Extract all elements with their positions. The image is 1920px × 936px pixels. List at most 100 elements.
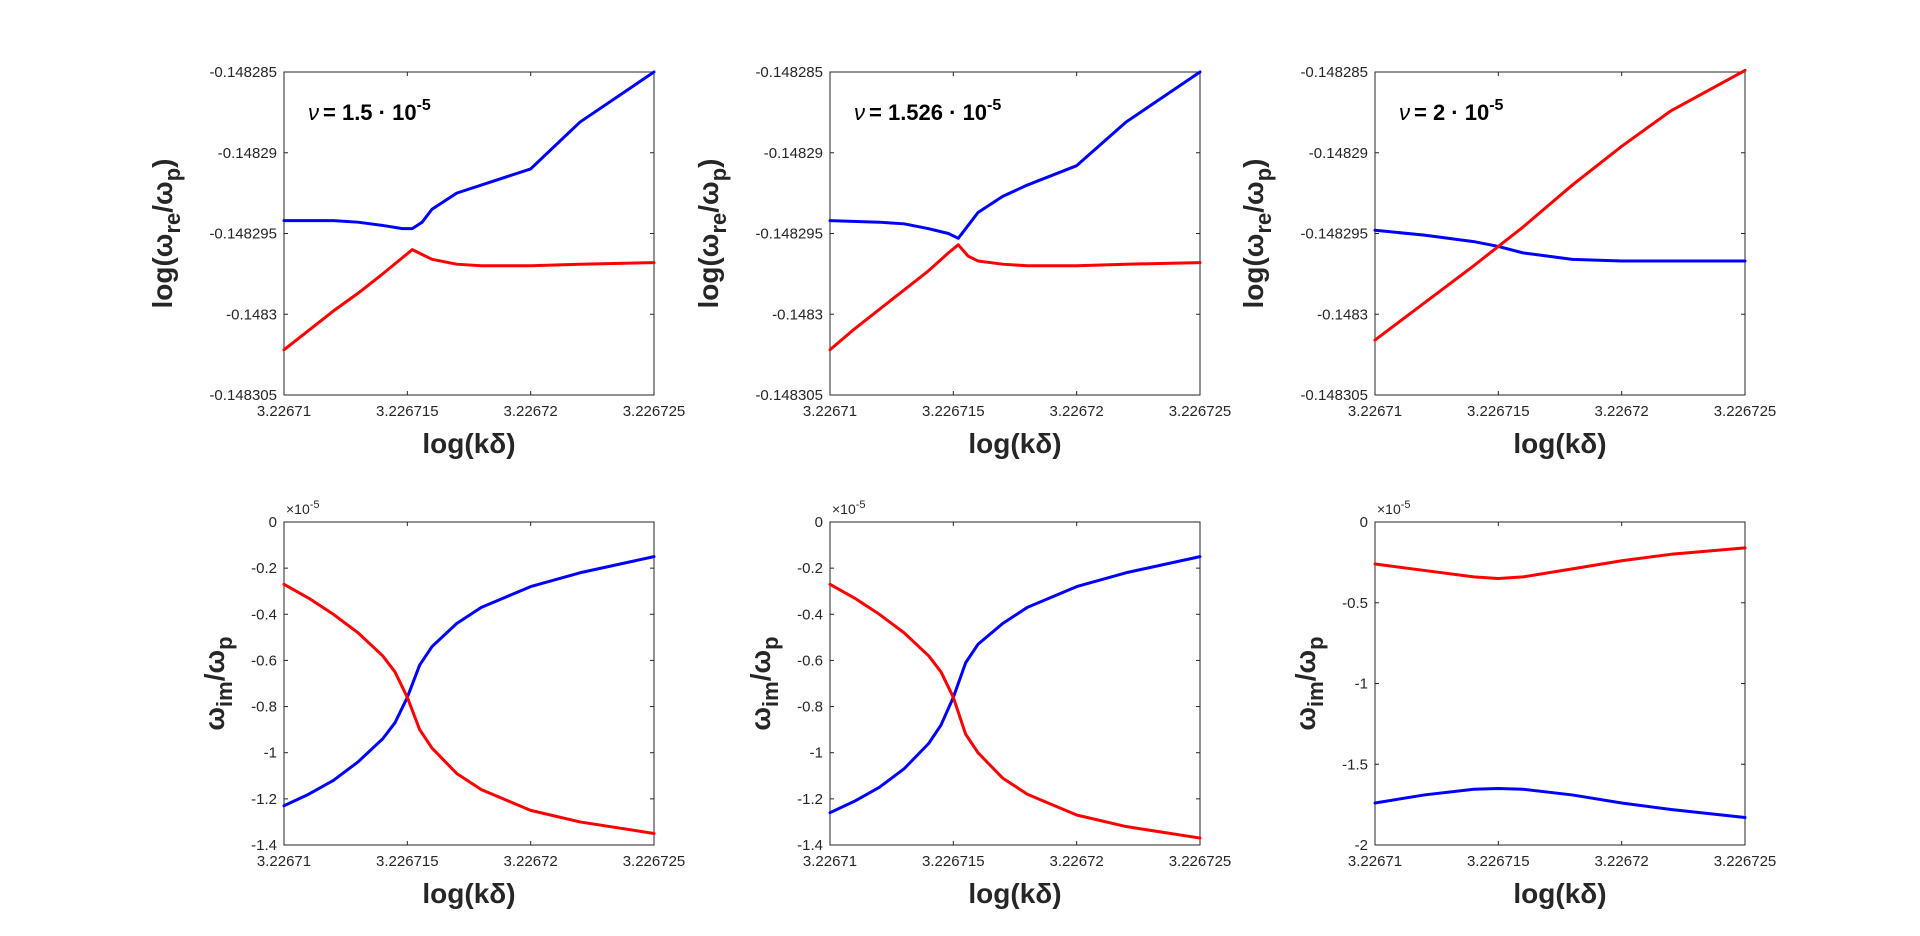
y-tick-label: -0.8 — [797, 699, 823, 716]
x-axis-label: log(kδ) — [422, 428, 515, 459]
plot-area — [283, 71, 655, 396]
plot-area — [829, 521, 1201, 846]
axis-exponent-label: ×10-5 — [1377, 499, 1411, 517]
series-line-blue — [828, 70, 1202, 240]
y-tick-label: -0.148305 — [1300, 387, 1368, 404]
nu-annotation: ν = 1.5 · 10-5 — [308, 97, 431, 125]
series-line-red — [1373, 546, 1747, 581]
series-line-blue — [1373, 228, 1747, 263]
y-tick-label: 0 — [1360, 514, 1368, 531]
plot-area — [283, 521, 655, 846]
chart-panel-bottom-middle: 3.22671 3.226715 3.22672 3.226725 -1.4 -1.2 -1… — [745, 499, 1231, 909]
x-tick-label: 3.22671 — [803, 403, 857, 420]
y-tick-label: -1.2 — [797, 791, 823, 808]
x-axis-label: log(kδ) — [968, 428, 1061, 459]
series-line-red — [828, 243, 1202, 352]
nu-annotation: ν = 2 · 10-5 — [1399, 97, 1504, 125]
y-axis-label: ωim/ωp — [199, 636, 237, 730]
x-tick-label: 3.226725 — [1714, 403, 1777, 420]
y-tick-label: -0.1483 — [772, 306, 823, 323]
x-tick-label: 3.226715 — [376, 853, 439, 870]
axis-exponent-label: ×10-5 — [832, 499, 866, 517]
y-tick-label: -0.2 — [251, 560, 277, 577]
x-tick-label: 3.22671 — [257, 403, 311, 420]
y-tick-label: -1.5 — [1342, 756, 1368, 773]
y-tick-label: -0.148295 — [755, 226, 823, 243]
series-line-blue — [828, 555, 1202, 815]
x-tick-label: 3.226715 — [922, 853, 985, 870]
y-tick-label: -0.1483 — [226, 306, 277, 323]
plot-area — [1374, 71, 1746, 396]
chart-panel-top-left: 3.22671 3.226715 3.22672 3.226725 -0.148305 -… — [147, 64, 685, 459]
x-tick-label: 3.22671 — [803, 853, 857, 870]
y-tick-label: -0.8 — [251, 699, 277, 716]
x-tick-label: 3.226715 — [376, 403, 439, 420]
y-axis-label: ωim/ωp — [1290, 636, 1328, 730]
x-tick-label: 3.226725 — [1169, 853, 1232, 870]
chart-panel-top-right: 3.22671 3.226715 3.22672 3.226725 -0.148305 -… — [1238, 64, 1776, 459]
x-tick-label: 3.226715 — [1467, 403, 1530, 420]
x-tick-label: 3.226715 — [1467, 853, 1530, 870]
x-tick-label: 3.22672 — [1050, 403, 1104, 420]
y-tick-label: -0.14829 — [764, 145, 823, 162]
x-tick-label: 3.22671 — [1348, 403, 1402, 420]
x-axis-label: log(kδ) — [1513, 878, 1606, 909]
axis-exponent-label: ×10-5 — [286, 499, 320, 517]
x-tick-label: 3.226725 — [1169, 403, 1232, 420]
x-tick-label: 3.22672 — [504, 403, 558, 420]
series-line-red — [282, 248, 656, 352]
nu-annotation: ν = 1.526 · 10-5 — [854, 97, 1001, 125]
chart-panel-bottom-right: 3.22671 3.226715 3.22672 3.226725 -2 -1.5 -1 -0… — [1290, 499, 1776, 909]
series-line-blue — [282, 555, 656, 808]
y-axis-label: log(ωre/ωp) — [1238, 159, 1276, 309]
x-tick-label: 3.22671 — [257, 853, 311, 870]
plot-area — [829, 71, 1201, 396]
x-tick-label: 3.226725 — [1714, 853, 1777, 870]
x-axis-label: log(kδ) — [422, 878, 515, 909]
y-tick-label: -0.6 — [797, 652, 823, 669]
y-tick-label: -0.4 — [251, 606, 277, 623]
y-tick-label: -1.4 — [251, 837, 277, 854]
x-tick-label: 3.226725 — [623, 403, 686, 420]
x-axis-label: log(kδ) — [1513, 428, 1606, 459]
x-tick-label: 3.22672 — [504, 853, 558, 870]
y-tick-label: -1 — [264, 745, 277, 762]
y-tick-label: -0.148295 — [1300, 226, 1368, 243]
y-tick-label: -0.14829 — [1309, 145, 1368, 162]
series-line-blue — [1373, 786, 1747, 820]
chart-panel-bottom-left: 3.22671 3.226715 3.22672 3.226725 -1.4 -1.2 -1… — [199, 499, 685, 909]
y-tick-label: -0.2 — [797, 560, 823, 577]
y-tick-label: -0.5 — [1342, 595, 1368, 612]
chart-panel-top-middle: 3.22671 3.226715 3.22672 3.226725 -0.148305 -… — [693, 64, 1231, 459]
x-tick-label: 3.22671 — [1348, 853, 1402, 870]
y-tick-label: -1.2 — [251, 791, 277, 808]
y-tick-label: -0.14829 — [218, 145, 277, 162]
y-tick-label: -0.148305 — [755, 387, 823, 404]
y-tick-label: -1 — [810, 745, 823, 762]
y-axis-label: log(ωre/ωp) — [147, 159, 185, 309]
y-axis-label: ωim/ωp — [745, 636, 783, 730]
x-tick-label: 3.22672 — [1595, 403, 1649, 420]
x-tick-label: 3.22672 — [1050, 853, 1104, 870]
plot-area — [1374, 521, 1746, 846]
y-tick-label: -0.148285 — [755, 64, 823, 81]
series-line-red — [1373, 68, 1747, 342]
y-axis-label: log(ωre/ωp) — [693, 159, 731, 309]
y-tick-label: -0.148305 — [209, 387, 277, 404]
y-tick-label: -0.148285 — [1300, 64, 1368, 81]
series-line-red — [828, 582, 1202, 840]
y-tick-label: -1.4 — [797, 837, 823, 854]
x-tick-label: 3.226725 — [623, 853, 686, 870]
y-tick-label: -0.148285 — [209, 64, 277, 81]
y-tick-label: -1 — [1355, 676, 1368, 693]
series-line-red — [282, 582, 656, 835]
y-tick-label: -0.1483 — [1317, 306, 1368, 323]
series-line-blue — [282, 70, 656, 231]
y-tick-label: -2 — [1355, 837, 1368, 854]
y-tick-label: -0.4 — [797, 606, 823, 623]
y-tick-label: -0.6 — [251, 652, 277, 669]
y-tick-label: 0 — [269, 514, 277, 531]
y-tick-label: -0.148295 — [209, 226, 277, 243]
x-axis-label: log(kδ) — [968, 878, 1061, 909]
